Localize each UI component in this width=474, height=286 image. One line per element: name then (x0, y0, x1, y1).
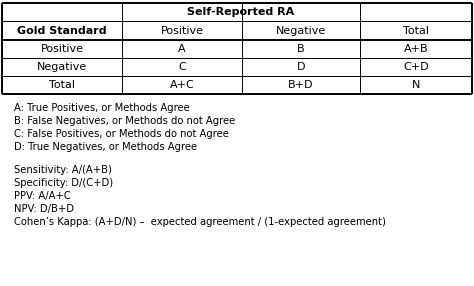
Text: C+D: C+D (403, 62, 429, 72)
Text: PPV: A/A+C: PPV: A/A+C (14, 191, 71, 201)
Text: D: D (297, 62, 305, 72)
Text: Positive: Positive (161, 25, 203, 35)
Text: NPV: D/B+D: NPV: D/B+D (14, 204, 74, 214)
Text: B: False Negatives, or Methods do not Agree: B: False Negatives, or Methods do not Ag… (14, 116, 235, 126)
Text: A: True Positives, or Methods Agree: A: True Positives, or Methods Agree (14, 103, 190, 113)
Text: Total: Total (49, 80, 75, 90)
Text: D: True Negatives, or Methods Agree: D: True Negatives, or Methods Agree (14, 142, 197, 152)
Text: Total: Total (403, 25, 429, 35)
Text: Cohen’s Kappa: (A+D/N) –  expected agreement / (1-expected agreement): Cohen’s Kappa: (A+D/N) – expected agreem… (14, 217, 386, 227)
Text: Self-Reported RA: Self-Reported RA (187, 7, 295, 17)
Text: Negative: Negative (37, 62, 87, 72)
Text: Sensitivity: A/(A+B): Sensitivity: A/(A+B) (14, 165, 112, 175)
Text: C: C (178, 62, 186, 72)
Text: Specificity: D/(C+D): Specificity: D/(C+D) (14, 178, 113, 188)
Text: B: B (297, 44, 305, 54)
Text: A: A (178, 44, 186, 54)
Text: N: N (412, 80, 420, 90)
Text: C: False Positives, or Methods do not Agree: C: False Positives, or Methods do not Ag… (14, 129, 229, 139)
Text: A+C: A+C (170, 80, 194, 90)
Text: A+B: A+B (404, 44, 428, 54)
Text: Gold Standard: Gold Standard (17, 25, 107, 35)
Text: B+D: B+D (288, 80, 314, 90)
Text: Negative: Negative (276, 25, 326, 35)
Text: Positive: Positive (40, 44, 83, 54)
